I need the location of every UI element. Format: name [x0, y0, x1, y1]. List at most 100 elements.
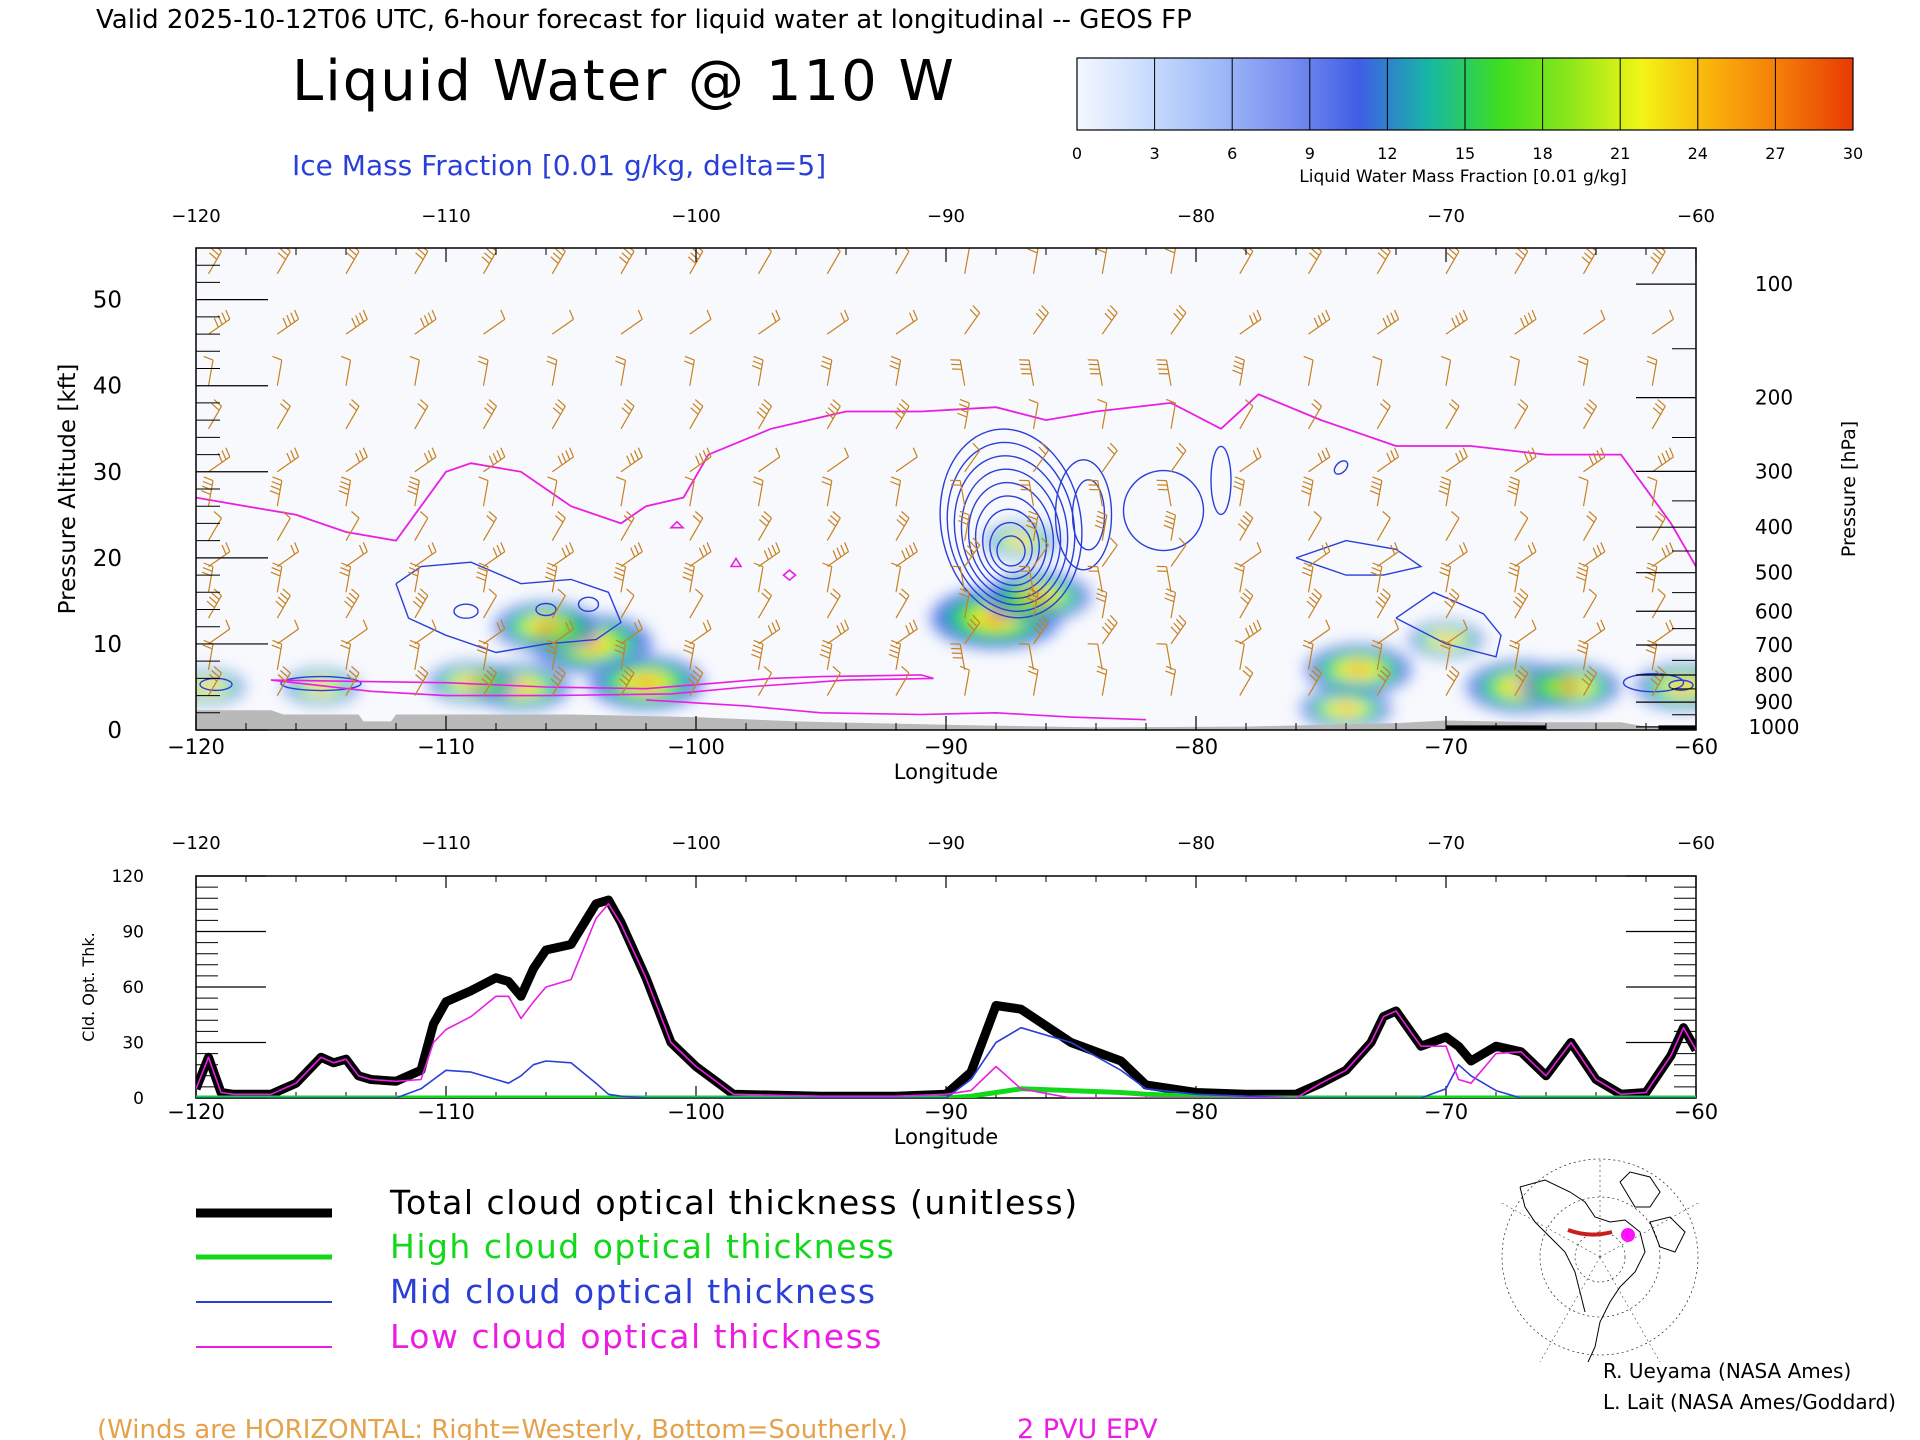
- lower-x-tick-label-top: −110: [421, 833, 470, 854]
- credit-lait: L. Lait (NASA Ames/Goddard): [1603, 1390, 1896, 1414]
- wind-barb: [689, 399, 704, 430]
- wind-barb: [1170, 305, 1187, 335]
- wind-barb: [689, 447, 712, 473]
- wind-barb: [1018, 479, 1035, 507]
- wind-barb: [208, 542, 231, 567]
- lower-y-label: Cld. Opt. Thk.: [79, 932, 98, 1041]
- wind-barb: [203, 355, 214, 386]
- main-y-tick-label: 40: [93, 374, 122, 400]
- wind-barb: [1306, 588, 1323, 619]
- legend-label-low: Low cloud optical thickness: [390, 1317, 883, 1356]
- wind-barb: [408, 639, 420, 670]
- ice-contour: [982, 508, 1040, 580]
- wind-barb: [1026, 588, 1039, 619]
- wind-barb: [345, 511, 360, 541]
- wind-barb: [758, 619, 781, 645]
- wind-barb: [1087, 643, 1103, 670]
- wind-barb: [1307, 665, 1323, 696]
- wind-barb: [1445, 309, 1468, 335]
- wind-barb: [276, 248, 291, 275]
- ice-contour: [953, 455, 1069, 606]
- wind-barb: [414, 542, 437, 567]
- wind-barb: [345, 542, 368, 567]
- wind-barb: [414, 511, 429, 541]
- wind-barb: [1165, 248, 1177, 274]
- wind-barb: [689, 542, 712, 567]
- colorbar-tick-label: 15: [1455, 144, 1475, 163]
- wind-barb: [1650, 665, 1666, 696]
- wind-barb: [1156, 643, 1172, 670]
- ice-contour: [974, 495, 1048, 587]
- wind-barb: [895, 665, 910, 696]
- wind-barb: [1512, 588, 1529, 619]
- wind-barb: [821, 476, 833, 507]
- wind-barb: [1439, 562, 1452, 593]
- wind-barb: [476, 639, 489, 670]
- liquid-water-blob: [277, 665, 365, 709]
- main-y-right-tick-label: 500: [1755, 561, 1793, 585]
- wind-barb: [276, 665, 291, 696]
- main-x-tick-label: −80: [1174, 735, 1218, 759]
- wind-barb: [1509, 355, 1520, 386]
- wind-barb: [1583, 619, 1606, 645]
- wind-barb: [826, 542, 850, 567]
- colorbar-tick-label: 6: [1227, 144, 1237, 163]
- wind-barb: [269, 476, 283, 507]
- main-y-tick-label: 50: [93, 288, 122, 314]
- wind-barb: [895, 248, 910, 275]
- ice-contour: [1210, 445, 1232, 516]
- wind-barb: [1308, 619, 1331, 645]
- winds-note: (Winds are HORIZONTAL: Right=Westerly, B…: [97, 1415, 908, 1440]
- wind-barb: [1508, 639, 1520, 670]
- colorbar-tick-label: 18: [1532, 144, 1552, 163]
- credit-ueyama: R. Ueyama (NASA Ames): [1603, 1359, 1851, 1383]
- wind-barb: [409, 355, 420, 386]
- wind-barb: [619, 665, 635, 696]
- wind-barb: [1650, 248, 1666, 275]
- main-y-tick-label: 10: [93, 632, 122, 658]
- wind-barb: [482, 511, 498, 541]
- wind-barb: [1164, 588, 1177, 619]
- wind-barb: [964, 442, 981, 473]
- ice-contour: [1668, 679, 1694, 691]
- wind-barb: [895, 588, 910, 619]
- wind-barb: [826, 588, 841, 619]
- ice-contour: [996, 535, 1026, 567]
- wind-barb: [276, 447, 300, 473]
- wind-barb: [1301, 562, 1314, 593]
- wind-barb: [950, 565, 966, 593]
- ice-contour: [967, 481, 1055, 593]
- ice-contours: [199, 428, 1694, 693]
- wind-barb: [276, 511, 291, 541]
- wind-barb: [957, 398, 970, 429]
- wind-barb: [407, 476, 420, 507]
- ice-contour: [960, 468, 1062, 600]
- liquid-water-blob: [196, 665, 251, 709]
- wind-barb: [483, 309, 506, 335]
- wind-barb: [689, 619, 712, 645]
- wind-barb: [1307, 248, 1323, 275]
- wind-barb: [959, 665, 970, 696]
- wind-barb: [1101, 442, 1118, 473]
- wind-barb: [1375, 588, 1391, 619]
- main-y-right-tick-label: 700: [1755, 633, 1793, 657]
- wind-barb: [1576, 639, 1589, 670]
- wind-barb: [208, 447, 231, 473]
- main-y-tick-label: 30: [93, 460, 122, 486]
- wind-barb: [544, 562, 558, 593]
- ice-contour: [1054, 459, 1113, 571]
- wind-barb: [1583, 447, 1606, 473]
- ice-contour: [1622, 672, 1685, 693]
- wind-barb: [895, 309, 918, 335]
- wind-barb: [751, 639, 764, 670]
- wind-barb: [950, 643, 966, 670]
- wind-barb: [820, 355, 833, 386]
- wind-barb: [1239, 542, 1262, 567]
- lower-x-tick-label-top: −60: [1677, 833, 1715, 854]
- wind-barb: [1651, 511, 1666, 541]
- legend-label-mid: Mid cloud optical thickness: [390, 1272, 877, 1311]
- wind-barb: [276, 542, 300, 567]
- main-axes-ticks: −120 −120 −110 −110 −100 −100 −90 −90 −80 −80 −70 −…: [93, 206, 1800, 759]
- wind-barb: [1651, 399, 1666, 430]
- wind-barb: [414, 619, 437, 645]
